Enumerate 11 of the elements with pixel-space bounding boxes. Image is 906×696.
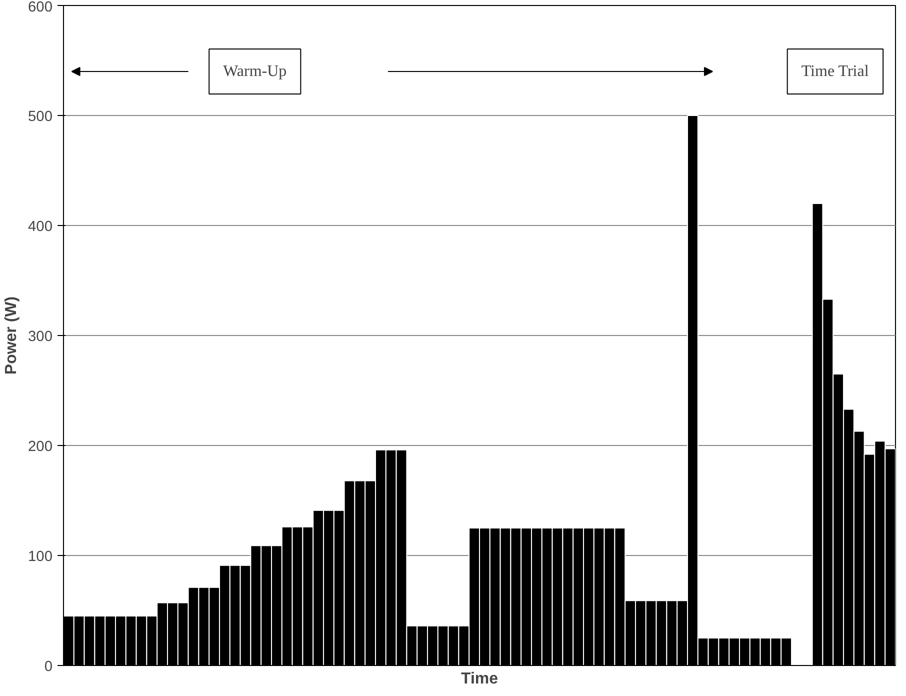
annotation: Time Trial (801, 63, 870, 80)
y-axis-title: Power (W) (3, 296, 20, 375)
annotation: Warm-Up (223, 63, 287, 80)
y-tick-label: 400 (28, 219, 53, 235)
y-tick-label: 300 (28, 329, 53, 345)
x-axis-title: Time (460, 670, 498, 688)
y-tick-label: 200 (28, 439, 53, 455)
y-tick-label: 500 (28, 109, 53, 125)
y-tick-label: 100 (28, 549, 53, 565)
y-tick-label: 0 (44, 659, 53, 675)
y-tick-label: 600 (28, 0, 53, 16)
